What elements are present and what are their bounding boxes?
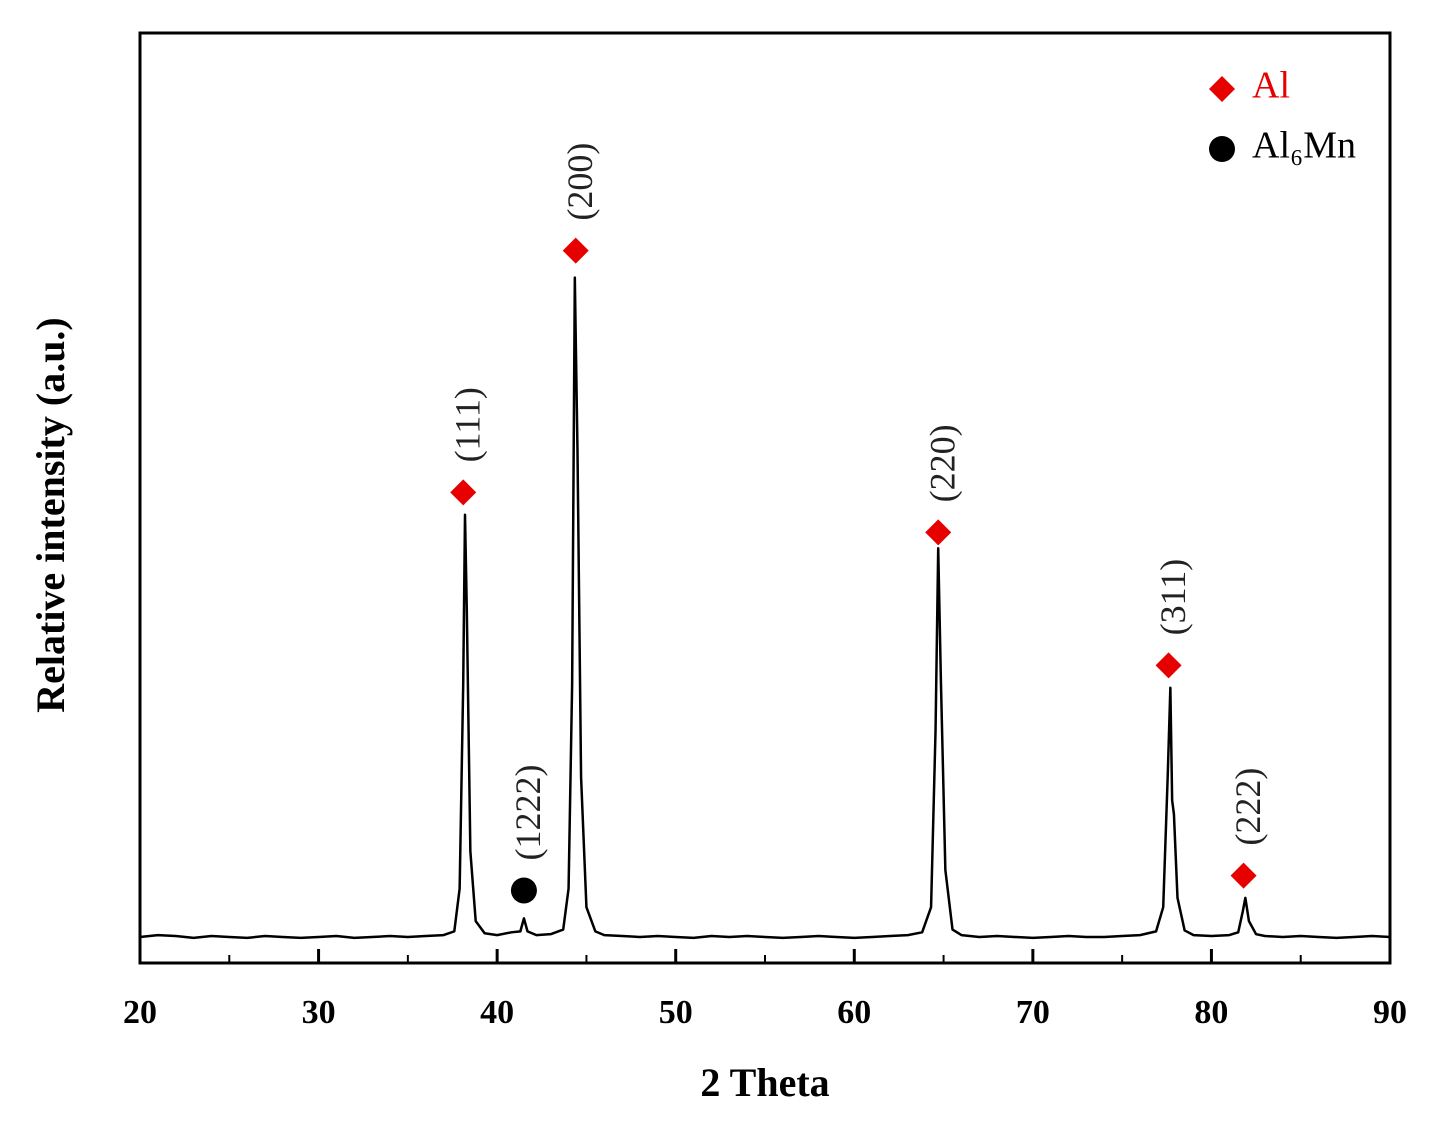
legend-label: Al₆Mn (1252, 125, 1356, 167)
peak-label: (311) (1153, 559, 1193, 636)
x-tick-label: 60 (837, 994, 871, 1031)
x-tick-label: 70 (1016, 994, 1050, 1031)
legend-marker (1209, 136, 1235, 162)
peak-marker (925, 519, 952, 546)
legend-label: Al (1252, 65, 1290, 107)
x-tick-label: 30 (302, 994, 336, 1031)
x-tick-label: 50 (659, 994, 693, 1031)
peak-label: (200) (560, 143, 600, 221)
peak-marker (1155, 652, 1182, 679)
y-axis-title: Relative intensity (a.u.) (28, 317, 73, 713)
x-tick-label: 40 (480, 994, 514, 1031)
peak-label: (111) (447, 387, 487, 462)
xrd-line (139, 276, 1391, 940)
x-axis-title: 2 Theta (700, 1060, 829, 1105)
peak-marker (1230, 862, 1257, 889)
x-tick-label: 20 (123, 994, 157, 1031)
x-tick-label: 80 (1194, 994, 1228, 1031)
peak-label: (1222) (508, 764, 548, 860)
peak-marker (510, 877, 537, 904)
peak-marker (562, 237, 589, 264)
peak-label: (220) (922, 424, 962, 502)
peak-label: (222) (1228, 768, 1268, 846)
plot-frame (138, 31, 1392, 965)
peak-marker (450, 479, 477, 506)
legend-marker (1209, 76, 1235, 102)
x-tick-label: 90 (1373, 994, 1407, 1031)
